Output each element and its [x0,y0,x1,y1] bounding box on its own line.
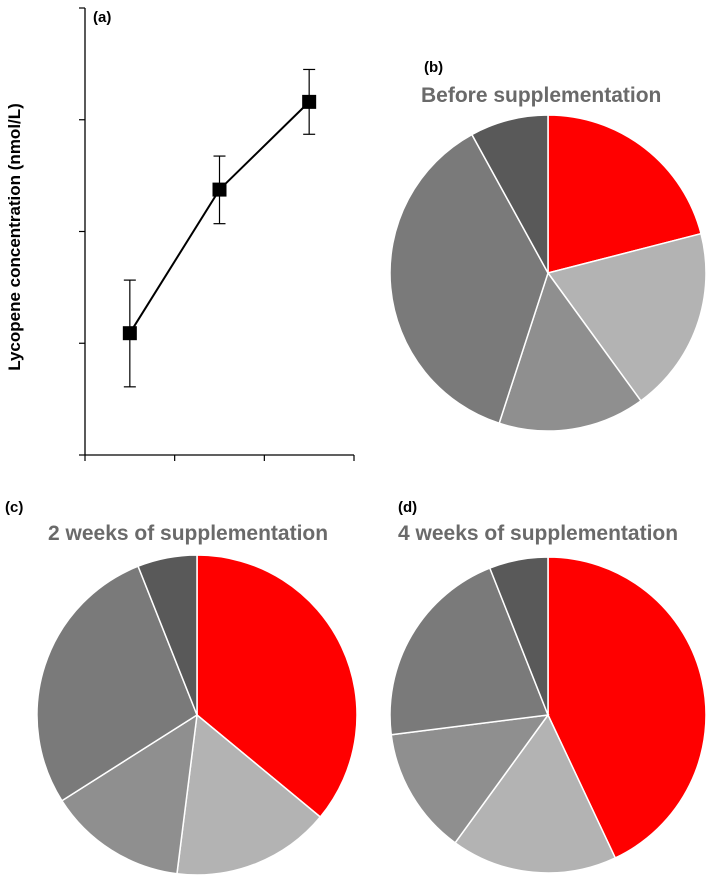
pie-slice [176,713,322,876]
pie-slice [389,133,549,425]
pie-slice [546,232,707,402]
pie-slice [60,713,198,875]
panel-b-label: (b) [424,59,443,76]
pie-slices-before [389,114,707,432]
pie-slice [196,554,358,819]
panel-c-label: (c) [5,499,23,516]
pie-title-4-weeks: 4 weeks of supplementation [398,522,678,545]
pie-chart-4-weeks: (d) 4 weeks of supplementation [389,499,707,874]
pie-title-2-weeks: 2 weeks of supplementation [48,522,328,545]
y-axis-title: Lycopene concentration (nmol/L) [5,103,24,371]
axes [79,7,355,461]
pie-slices-4-weeks [389,556,707,874]
pie-slice [498,271,642,432]
pie-chart-2-weeks: (c) 2 weeks of supplementation [5,499,358,876]
pie-slices-2-weeks [36,554,358,876]
pie-slice [470,114,549,274]
pie-slice [547,114,702,274]
pie-title-before: Before supplementation [421,84,661,107]
pie-chart-before: (b) Before supplementation [389,59,707,432]
line-chart-panel: (a) Lycopene concentration (nmol/L) [5,7,355,461]
data-point-marker [302,94,317,109]
pie-slice [390,714,550,844]
data-point-marker [122,326,137,341]
pie-slice [488,556,549,716]
pie-slice [454,713,617,874]
series [122,68,317,388]
panel-a-label: (a) [93,9,111,26]
pie-slice [547,556,707,859]
data-point-marker [212,182,227,197]
pie-slice [137,554,198,716]
pie-slice [36,565,198,802]
pie-slice [389,567,550,736]
panel-d-label: (d) [398,499,417,516]
